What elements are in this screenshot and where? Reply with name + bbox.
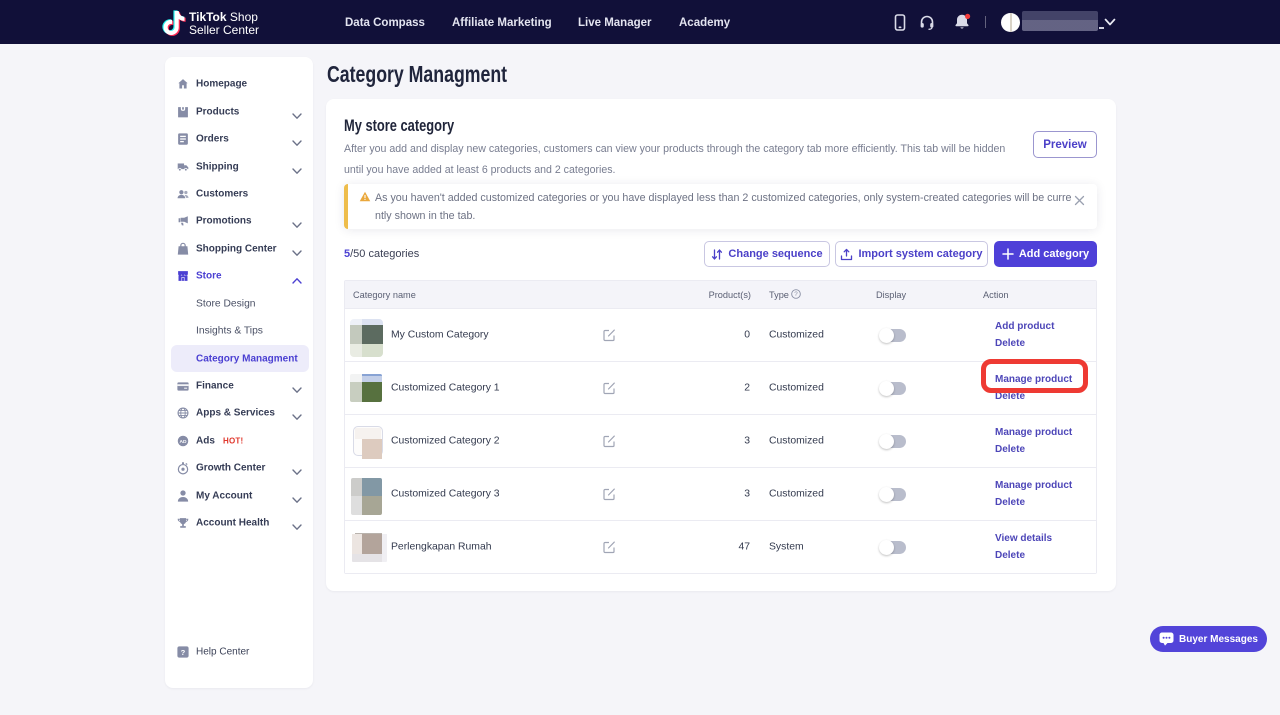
svg-text:AD: AD [179, 439, 187, 445]
svg-text:?: ? [794, 291, 798, 298]
svg-text:?: ? [181, 648, 186, 657]
